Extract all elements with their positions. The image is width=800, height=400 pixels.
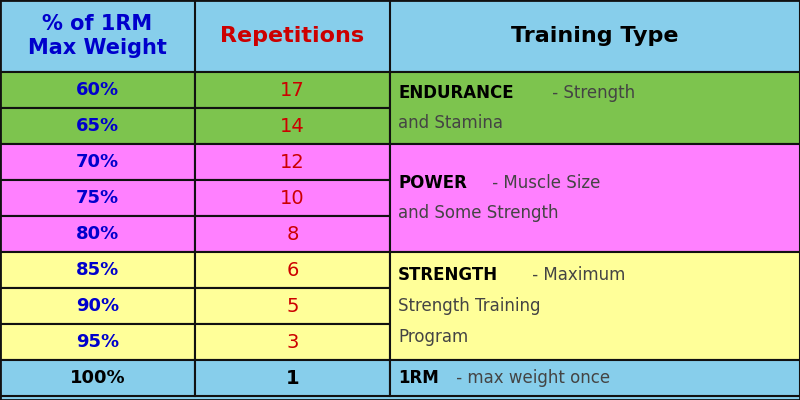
Text: - Muscle Size: - Muscle Size [487, 174, 600, 192]
Text: 5: 5 [286, 296, 298, 316]
Text: 12: 12 [280, 152, 305, 172]
Bar [390, 72, 800, 144]
Text: 80%: 80% [76, 225, 119, 243]
Bar [390, 252, 800, 360]
Text: 3: 3 [286, 332, 298, 352]
Text: 90%: 90% [76, 297, 119, 315]
Bar [195, 288, 390, 324]
Bar [0, 0, 800, 72]
Bar [195, 72, 390, 108]
Bar [0, 324, 195, 360]
Bar [0, 288, 195, 324]
Bar [0, 180, 195, 216]
Bar [0, 252, 195, 288]
Bar [195, 216, 390, 252]
Text: STRENGTH: STRENGTH [398, 266, 498, 284]
Text: 70%: 70% [76, 153, 119, 171]
Text: Strength Training: Strength Training [398, 297, 541, 315]
Bar [0, 216, 195, 252]
Text: - max weight once: - max weight once [450, 369, 610, 387]
Bar [0, 72, 195, 108]
Text: % of 1RM
Max Weight: % of 1RM Max Weight [28, 14, 167, 58]
Text: ENDURANCE: ENDURANCE [398, 84, 514, 102]
Bar [0, 144, 195, 180]
Text: 75%: 75% [76, 189, 119, 207]
Text: - Strength: - Strength [547, 84, 635, 102]
Text: 1: 1 [286, 368, 299, 388]
Text: 14: 14 [280, 116, 305, 136]
Bar [195, 360, 390, 396]
Text: Training Type: Training Type [511, 26, 678, 46]
Text: and Stamina: and Stamina [398, 114, 503, 132]
Text: 60%: 60% [76, 81, 119, 99]
Text: POWER: POWER [398, 174, 467, 192]
Bar [195, 144, 390, 180]
Text: 1RM: 1RM [398, 369, 438, 387]
Text: 95%: 95% [76, 333, 119, 351]
Text: 65%: 65% [76, 117, 119, 135]
Text: 17: 17 [280, 80, 305, 100]
Bar [390, 360, 800, 396]
Bar [195, 252, 390, 288]
Text: Program: Program [398, 328, 468, 346]
Bar [195, 180, 390, 216]
Bar [0, 360, 195, 396]
Bar [195, 324, 390, 360]
Text: 10: 10 [280, 188, 305, 208]
Text: and Some Strength: and Some Strength [398, 204, 558, 222]
Text: 100%: 100% [70, 369, 126, 387]
Text: 85%: 85% [76, 261, 119, 279]
Bar [0, 108, 195, 144]
Bar [390, 144, 800, 252]
Bar [195, 108, 390, 144]
Text: Repetitions: Repetitions [221, 26, 365, 46]
Text: 8: 8 [286, 224, 298, 244]
Text: 6: 6 [286, 260, 298, 280]
Text: - Maximum: - Maximum [527, 266, 626, 284]
